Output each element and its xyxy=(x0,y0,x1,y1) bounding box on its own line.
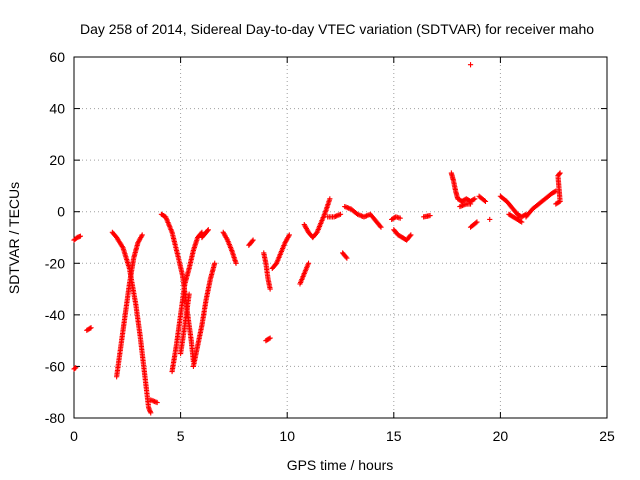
data-point xyxy=(233,260,239,266)
y-tick-label: -40 xyxy=(45,307,65,323)
data-point xyxy=(467,201,474,207)
data-point xyxy=(205,228,211,234)
chart-title: Day 258 of 2014, Sidereal Day-to-day VTE… xyxy=(80,21,594,37)
data-point xyxy=(557,170,563,176)
y-tick-label: 60 xyxy=(49,49,65,65)
data-point xyxy=(481,197,488,204)
data-point xyxy=(77,233,83,239)
data-point xyxy=(474,219,480,225)
data-point xyxy=(471,196,477,203)
grid-lines xyxy=(74,57,607,418)
data-point xyxy=(343,254,349,260)
data-point xyxy=(148,410,154,416)
data-point xyxy=(519,219,525,225)
y-tick-label: 40 xyxy=(49,101,65,117)
x-tick-label: 5 xyxy=(177,428,185,444)
data-points xyxy=(71,62,563,416)
data-point xyxy=(87,325,93,331)
data-point xyxy=(266,336,272,342)
data-point xyxy=(397,215,403,221)
x-tick-label: 10 xyxy=(279,428,295,444)
data-point xyxy=(487,216,493,223)
data-point xyxy=(205,227,211,233)
y-tick-label: 0 xyxy=(57,204,65,220)
data-point xyxy=(267,335,273,341)
data-point xyxy=(518,218,524,224)
data-point xyxy=(408,232,414,238)
data-point xyxy=(73,365,79,371)
x-tick-label: 15 xyxy=(386,428,402,444)
data-point xyxy=(427,212,433,219)
x-axis-label: GPS time / hours xyxy=(287,457,394,473)
data-point xyxy=(473,220,479,226)
data-point xyxy=(286,232,292,238)
x-tick-label: 20 xyxy=(493,428,509,444)
data-point xyxy=(378,224,384,230)
x-tick-label: 25 xyxy=(599,428,615,444)
data-point xyxy=(377,223,383,229)
data-point xyxy=(72,365,78,371)
data-point xyxy=(267,286,273,292)
y-tick-label: -20 xyxy=(45,255,65,271)
data-point xyxy=(139,232,145,238)
plot-frame xyxy=(73,56,608,419)
data-point xyxy=(482,198,489,204)
y-axis-label: SDTVAR / TECUs xyxy=(6,182,22,294)
axis-ticks: 0 5 10 15 20 25 -80 -60 -40 -20 0 20 40 60 xyxy=(45,49,615,444)
y-tick-label: -60 xyxy=(45,358,65,374)
data-point xyxy=(186,291,192,297)
data-point xyxy=(552,189,558,195)
data-point xyxy=(212,260,218,266)
data-point xyxy=(249,238,255,244)
data-point xyxy=(467,62,474,68)
data-point xyxy=(407,233,413,239)
data-point xyxy=(250,237,256,243)
data-point xyxy=(327,196,333,202)
data-point xyxy=(305,260,312,266)
data-point xyxy=(154,399,160,406)
y-tick-label: 20 xyxy=(49,152,65,168)
data-point xyxy=(337,211,344,217)
data-point xyxy=(88,325,94,331)
data-point xyxy=(556,171,562,177)
y-tick-label: -80 xyxy=(45,410,65,426)
data-point xyxy=(472,196,478,202)
data-point xyxy=(344,255,350,261)
x-tick-label: 0 xyxy=(70,428,78,444)
